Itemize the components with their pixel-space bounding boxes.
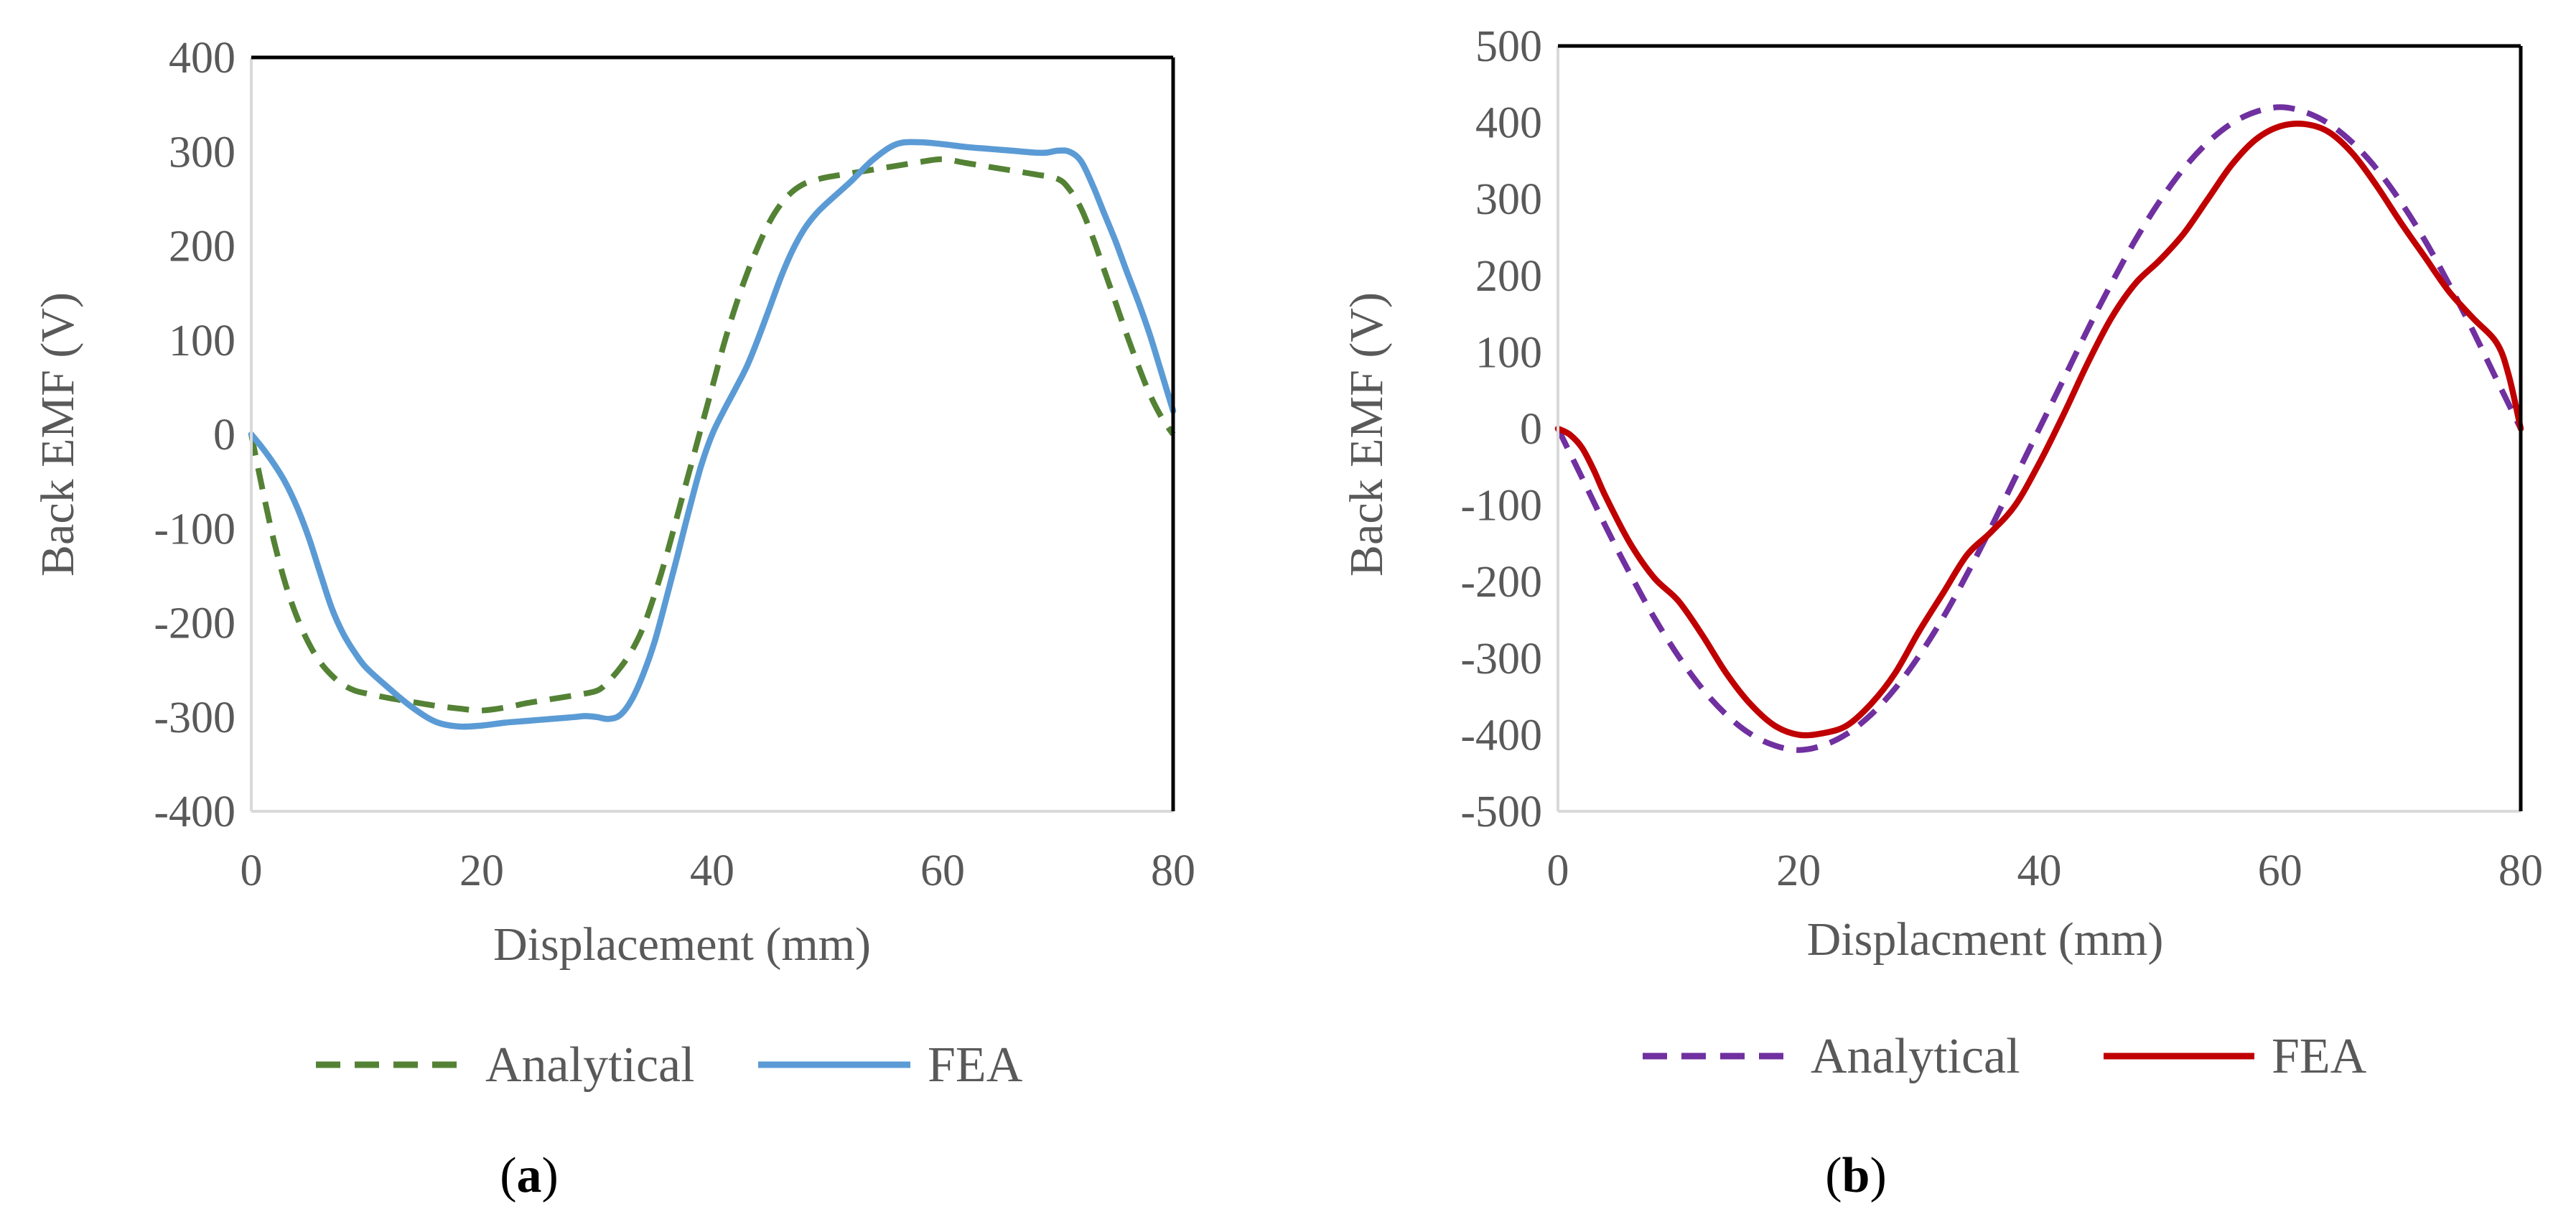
panel-b-y-tick-label: 400 (1475, 99, 1542, 148)
panel-a-legend: Analytical FEA (316, 1037, 1023, 1093)
panel-a-y-tick-label: 100 (169, 317, 235, 365)
panel-a-y-tick-label: -400 (154, 788, 235, 836)
panel-a-y-tick-label: 300 (169, 128, 235, 177)
panel-a-axes (250, 55, 1175, 813)
panel-b-x-tick-labels: 0 20 40 60 80 (1547, 846, 2544, 895)
panel-b-series-fea-line (1554, 120, 2524, 739)
panel-a-y-tick-label: -300 (154, 694, 235, 742)
panel-a-series (248, 139, 1177, 730)
panel-b-x-axis-title: Displacment (mm) (1807, 913, 2164, 966)
panel-b-y-tick-labels: 500 400 300 200 100 0 -100 -200 -300 -400 -500 (1460, 22, 1542, 836)
panel-b-y-tick-label: -500 (1460, 788, 1542, 836)
panel-a-x-tick-label: 0 (241, 846, 263, 895)
panel-a-x-axis-title: Displacement (mm) (493, 918, 871, 971)
panel-b-legend-analytical-label: Analytical (1811, 1029, 2020, 1084)
panel-a-x-tick-label: 60 (920, 846, 965, 895)
panel-b-legend: Analytical FEA (1643, 1029, 2367, 1084)
panel-a-series-analytical-line (248, 156, 1176, 714)
panel-b-x-tick-label: 0 (1547, 846, 1569, 895)
panel-b-x-tick-label: 60 (2258, 846, 2302, 895)
panel-b-x-tick-label: 20 (1776, 846, 1821, 895)
panel-a-x-tick-label: 40 (690, 846, 734, 895)
panel-a-x-tick-labels: 0 20 40 60 80 (241, 846, 1196, 895)
panel-b-x-tick-label: 80 (2498, 846, 2543, 895)
panel-a-y-tick-label: -100 (154, 505, 235, 554)
panel-b-y-tick-label: -300 (1460, 635, 1542, 683)
panel-a-y-tick-labels: 400 300 200 100 0 -100 -200 -300 -400 (154, 34, 235, 836)
panel-b-letter: b (1842, 1148, 1870, 1203)
panel-a-y-axis-title: Back EMF (V) (32, 292, 84, 577)
panel-b-y-tick-label: 0 (1520, 405, 1542, 454)
panel-a-y-tick-label: -200 (154, 599, 235, 648)
panel-b-y-tick-label: 100 (1475, 328, 1542, 377)
panel-b-y-tick-label: -200 (1460, 558, 1542, 607)
panel-a-series-fea-line (248, 139, 1177, 730)
panel-a-x-tick-label: 20 (459, 846, 504, 895)
panel-a-letter: a (517, 1148, 542, 1203)
panel-a-label: (a) (500, 1148, 559, 1203)
panel-b-y-tick-label: 200 (1475, 252, 1542, 301)
panel-b-axes (1557, 44, 2523, 813)
panel-b-series (1554, 104, 2524, 753)
panel-b-y-axis-title: Back EMF (V) (1340, 292, 1393, 577)
panel-b-y-tick-label: 300 (1475, 175, 1542, 224)
panel-b-y-tick-label: -100 (1460, 482, 1542, 531)
panel-b-y-tick-label: 500 (1475, 22, 1542, 71)
panel-a-legend-fea-label: FEA (928, 1037, 1023, 1093)
panel-a-y-tick-label: 200 (169, 223, 235, 271)
panel-b-series-analytical-line (1555, 104, 2524, 753)
panel-b-x-tick-label: 40 (2017, 846, 2062, 895)
panel-b-legend-fea-label: FEA (2272, 1029, 2367, 1084)
panel-a-y-tick-label: 0 (213, 411, 235, 459)
panel-b-label: (b) (1825, 1148, 1887, 1203)
panel-a-x-tick-label: 80 (1151, 846, 1195, 895)
panel-a-legend-analytical-label: Analytical (485, 1037, 695, 1093)
panel-b-chart: 500 400 300 200 100 0 -100 -200 -300 -400 -500 0 20… (1340, 22, 2543, 1203)
panel-b-y-tick-label: -400 (1460, 711, 1542, 760)
panel-a-y-tick-label: 400 (169, 34, 235, 83)
